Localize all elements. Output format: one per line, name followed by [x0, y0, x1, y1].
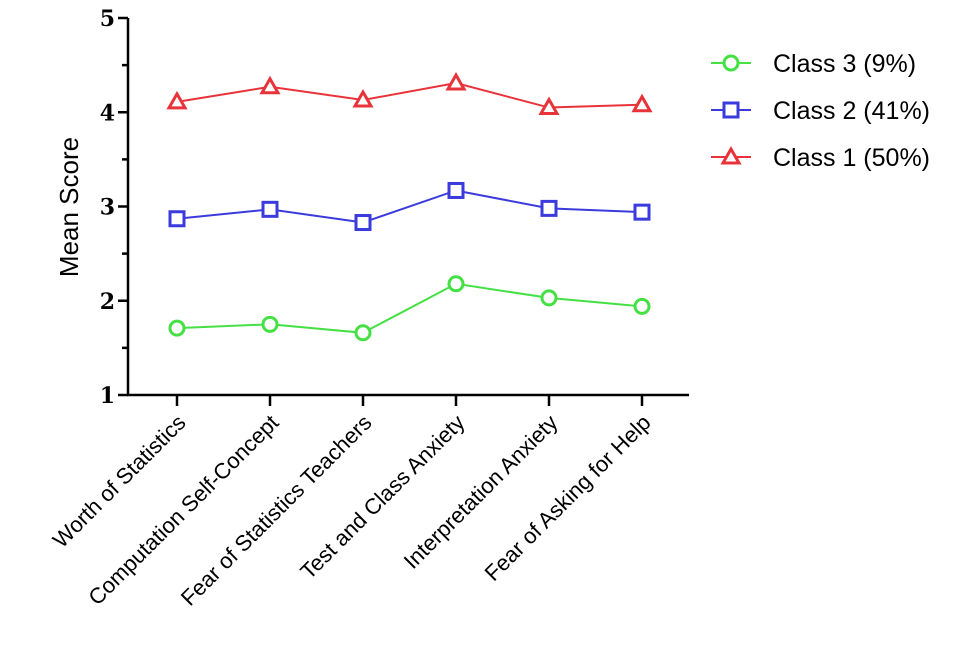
- data-point: [447, 275, 465, 293]
- legend-item: Class 1 (50%): [711, 144, 930, 172]
- legend-item: Class 2 (41%): [711, 97, 930, 125]
- data-point: [540, 289, 558, 307]
- legend-marker: [722, 101, 740, 119]
- data-point: [633, 297, 651, 315]
- data-point: [168, 319, 186, 337]
- data-point: [540, 199, 558, 217]
- legend-item: Class 3 (9%): [711, 50, 916, 78]
- legend: Class 3 (9%) Class 2 (41%) Class 1 (50%): [711, 50, 930, 172]
- data-point: [354, 214, 372, 232]
- x-tick-label: Interpretation Anxiety: [399, 410, 563, 574]
- series-2: [168, 181, 651, 232]
- data-point: [352, 88, 374, 108]
- y-tick-label: 3: [100, 195, 115, 221]
- legend-label: Class 1 (50%): [773, 144, 930, 172]
- series-line: [176, 189, 643, 224]
- x-tick-label: Fear of Asking for Help: [480, 410, 656, 586]
- data-point: [166, 90, 188, 110]
- legend-label: Class 2 (41%): [773, 97, 930, 125]
- x-tick-label: Test and Class Anxiety: [295, 410, 469, 584]
- legend-label: Class 3 (9%): [773, 50, 916, 78]
- series-1: [168, 275, 651, 342]
- y-tick-label: 5: [100, 6, 115, 32]
- data-point: [261, 315, 279, 333]
- series-line: [176, 82, 643, 109]
- y-tick-label: 1: [100, 383, 115, 409]
- legend-marker: [720, 145, 742, 165]
- y-ticks: 1 2 3 4 5: [100, 6, 128, 409]
- data-point: [259, 75, 281, 95]
- data-point: [447, 181, 465, 199]
- data-point: [261, 200, 279, 218]
- data-point: [168, 210, 186, 228]
- data-point: [354, 324, 372, 342]
- data-point: [631, 93, 653, 113]
- series-3: [166, 72, 653, 116]
- series-layer: [166, 72, 653, 342]
- series-line: [176, 282, 643, 334]
- data-point: [445, 72, 467, 91]
- x-tick-label: Computation Self-Concept: [83, 410, 283, 610]
- data-point: [538, 96, 560, 116]
- legend-marker: [722, 54, 740, 72]
- x-tick-label: Fear of Statistics Teachers: [176, 410, 377, 611]
- y-tick-label: 4: [100, 100, 115, 126]
- y-axis-title: Mean Score: [54, 137, 84, 277]
- y-tick-label: 2: [100, 289, 115, 315]
- data-point: [633, 203, 651, 221]
